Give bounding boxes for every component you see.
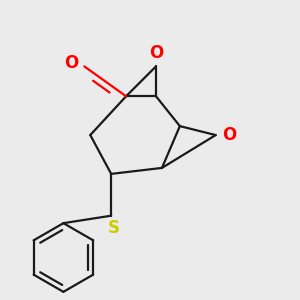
Text: S: S bbox=[108, 219, 120, 237]
Text: O: O bbox=[149, 44, 163, 62]
Text: O: O bbox=[222, 126, 236, 144]
Text: O: O bbox=[64, 54, 78, 72]
